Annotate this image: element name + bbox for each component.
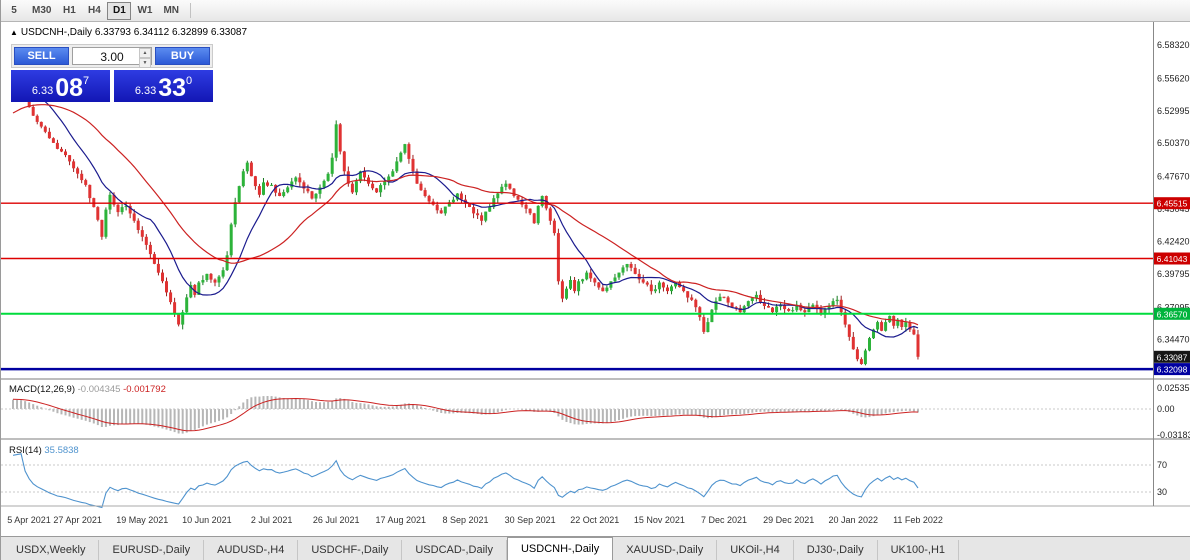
svg-text:8 Sep 2021: 8 Sep 2021 <box>442 515 488 525</box>
svg-text:30: 30 <box>1157 487 1167 497</box>
svg-text:2 Jul 2021: 2 Jul 2021 <box>251 515 293 525</box>
timeframe-button-m30[interactable]: M30 <box>27 2 56 20</box>
chart-tab-usdcnh-daily[interactable]: USDCNH-,Daily <box>506 537 614 560</box>
volume-input[interactable]: 3.00 ▲ ▼ <box>72 47 152 68</box>
trade-controls-row: SELL 3.00 ▲ ▼ BUY <box>11 44 213 68</box>
chart-tab-uk100-h1[interactable]: UK100-,H1 <box>878 540 960 560</box>
chart-tab-ukoil-h4[interactable]: UKOil-,H4 <box>717 540 794 560</box>
svg-text:27 Apr 2021: 27 Apr 2021 <box>53 515 102 525</box>
sell-price-prefix: 6.33 <box>31 85 54 97</box>
svg-text:6.33087: 6.33087 <box>1157 352 1188 362</box>
chart-tab-xauusd-daily[interactable]: XAUUSD-,Daily <box>613 540 718 560</box>
svg-text:6.41043: 6.41043 <box>1157 254 1188 264</box>
svg-text:15 Nov 2021: 15 Nov 2021 <box>634 515 685 525</box>
ma-fast-line <box>12 89 919 338</box>
chart-tab-eurusd-daily[interactable]: EURUSD-,Daily <box>99 540 205 560</box>
volume-up-icon[interactable]: ▲ <box>139 48 151 58</box>
svg-text:6.32098: 6.32098 <box>1157 365 1188 375</box>
svg-text:6.39795: 6.39795 <box>1157 269 1190 279</box>
svg-text:11 Feb 2022: 11 Feb 2022 <box>893 515 943 525</box>
sell-price-point: 7 <box>83 75 90 87</box>
svg-text:6.47670: 6.47670 <box>1157 172 1190 182</box>
chart-tab-usdx-weekly[interactable]: USDX,Weekly <box>3 540 100 560</box>
chart-canvas[interactable]: 6.583206.556206.529956.503706.476706.450… <box>1 22 1190 536</box>
timeframe-toolbar: 5 M30 H1 H4 D1 W1 MN <box>1 0 1190 22</box>
svg-text:6.37095: 6.37095 <box>1157 302 1190 312</box>
timeframe-button-d1[interactable]: D1 <box>107 1 132 20</box>
chart-tab-dj30-daily[interactable]: DJ30-,Daily <box>794 540 878 560</box>
svg-text:26 Jul 2021: 26 Jul 2021 <box>313 515 360 525</box>
chart-symbol-period: USDCNH-,Daily <box>20 27 93 38</box>
sell-price-pips: 08 <box>55 74 84 102</box>
macd-label: MACD(12,26,9) -0.004345 -0.001792 <box>9 384 166 395</box>
volume-spinner: ▲ ▼ <box>139 48 151 68</box>
rsi-label: RSI(14) 35.5838 <box>9 445 79 456</box>
timeframe-button-w1[interactable]: W1 <box>132 2 157 20</box>
svg-text:7 Dec 2021: 7 Dec 2021 <box>701 515 747 525</box>
sell-button[interactable]: SELL <box>14 47 69 65</box>
toolbar-separator <box>190 3 192 18</box>
chart-tab-usdcad-daily[interactable]: USDCAD-,Daily <box>402 540 507 560</box>
svg-text:30 Sep 2021: 30 Sep 2021 <box>505 515 556 525</box>
svg-text:17 Aug 2021: 17 Aug 2021 <box>376 515 427 525</box>
volume-down-icon[interactable]: ▼ <box>139 58 151 68</box>
svg-text:20 Jan 2022: 20 Jan 2022 <box>829 515 879 525</box>
svg-text:10 Jun 2021: 10 Jun 2021 <box>182 515 232 525</box>
volume-value: 3.00 <box>100 50 124 64</box>
svg-text:19 May 2021: 19 May 2021 <box>116 515 168 525</box>
rsi-line <box>12 453 919 509</box>
buy-price-display[interactable]: 6.33 33 0 <box>114 70 213 102</box>
svg-text:29 Dec 2021: 29 Dec 2021 <box>763 515 814 525</box>
buy-price-point: 0 <box>186 75 193 87</box>
buy-price-prefix: 6.33 <box>134 85 157 97</box>
svg-text:0.00: 0.00 <box>1157 404 1175 414</box>
one-click-trading-panel: SELL 3.00 ▲ ▼ BUY 6.33 08 7 6.33 33 0 <box>11 44 213 102</box>
trade-prices-row: 6.33 08 7 6.33 33 0 <box>11 70 213 102</box>
chart-title: ▲ USDCNH-,Daily 6.33793 6.34112 6.32899 6… <box>10 27 247 38</box>
buy-button[interactable]: BUY <box>155 47 210 65</box>
svg-text:6.58320: 6.58320 <box>1157 40 1190 50</box>
timeframe-button-h1[interactable]: H1 <box>57 2 81 20</box>
svg-text:6.52995: 6.52995 <box>1157 106 1190 116</box>
svg-text:6.34470: 6.34470 <box>1157 335 1190 345</box>
indicator-axes: 0.025357 0.00 -0.03183 70 30 <box>1157 383 1190 497</box>
one-click-collapse-icon[interactable]: ▲ <box>10 28 18 37</box>
svg-text:6.36570: 6.36570 <box>1157 309 1188 319</box>
svg-text:22 Oct 2021: 22 Oct 2021 <box>570 515 619 525</box>
svg-text:70: 70 <box>1157 460 1167 470</box>
svg-text:0.025357: 0.025357 <box>1157 383 1190 393</box>
svg-text:5 Apr 2021: 5 Apr 2021 <box>7 515 51 525</box>
candles-layer <box>11 80 920 366</box>
svg-text:6.50370: 6.50370 <box>1157 138 1190 148</box>
svg-text:-0.03183: -0.03183 <box>1157 430 1190 440</box>
buy-price-pips: 33 <box>158 74 187 102</box>
svg-text:6.42420: 6.42420 <box>1157 237 1190 247</box>
sell-price-display[interactable]: 6.33 08 7 <box>11 70 110 102</box>
chart-ohlc-readout: 6.33793 6.34112 6.32899 6.33087 <box>94 27 248 38</box>
timeframe-button-5[interactable]: 5 <box>2 2 26 20</box>
timeframe-button-mn[interactable]: MN <box>158 2 184 20</box>
macd-signal-line <box>12 397 919 432</box>
chart-tab-audusd-h4[interactable]: AUDUSD-,H4 <box>204 540 299 560</box>
time-axis: 5 Apr 2021 27 Apr 2021 19 May 2021 10 Jun 2… <box>7 515 943 525</box>
chart-tab-usdchf-daily[interactable]: USDCHF-,Daily <box>298 540 403 560</box>
chart-tabs-bar: USDX,Weekly EURUSD-,Daily AUDUSD-,H4 USDCHF… <box>1 536 1190 560</box>
timeframe-button-h4[interactable]: H4 <box>82 2 106 20</box>
svg-text:6.45515: 6.45515 <box>1157 199 1188 209</box>
price-axis: 6.583206.556206.529956.503706.476706.450… <box>1154 40 1190 376</box>
svg-text:6.55620: 6.55620 <box>1157 73 1190 83</box>
